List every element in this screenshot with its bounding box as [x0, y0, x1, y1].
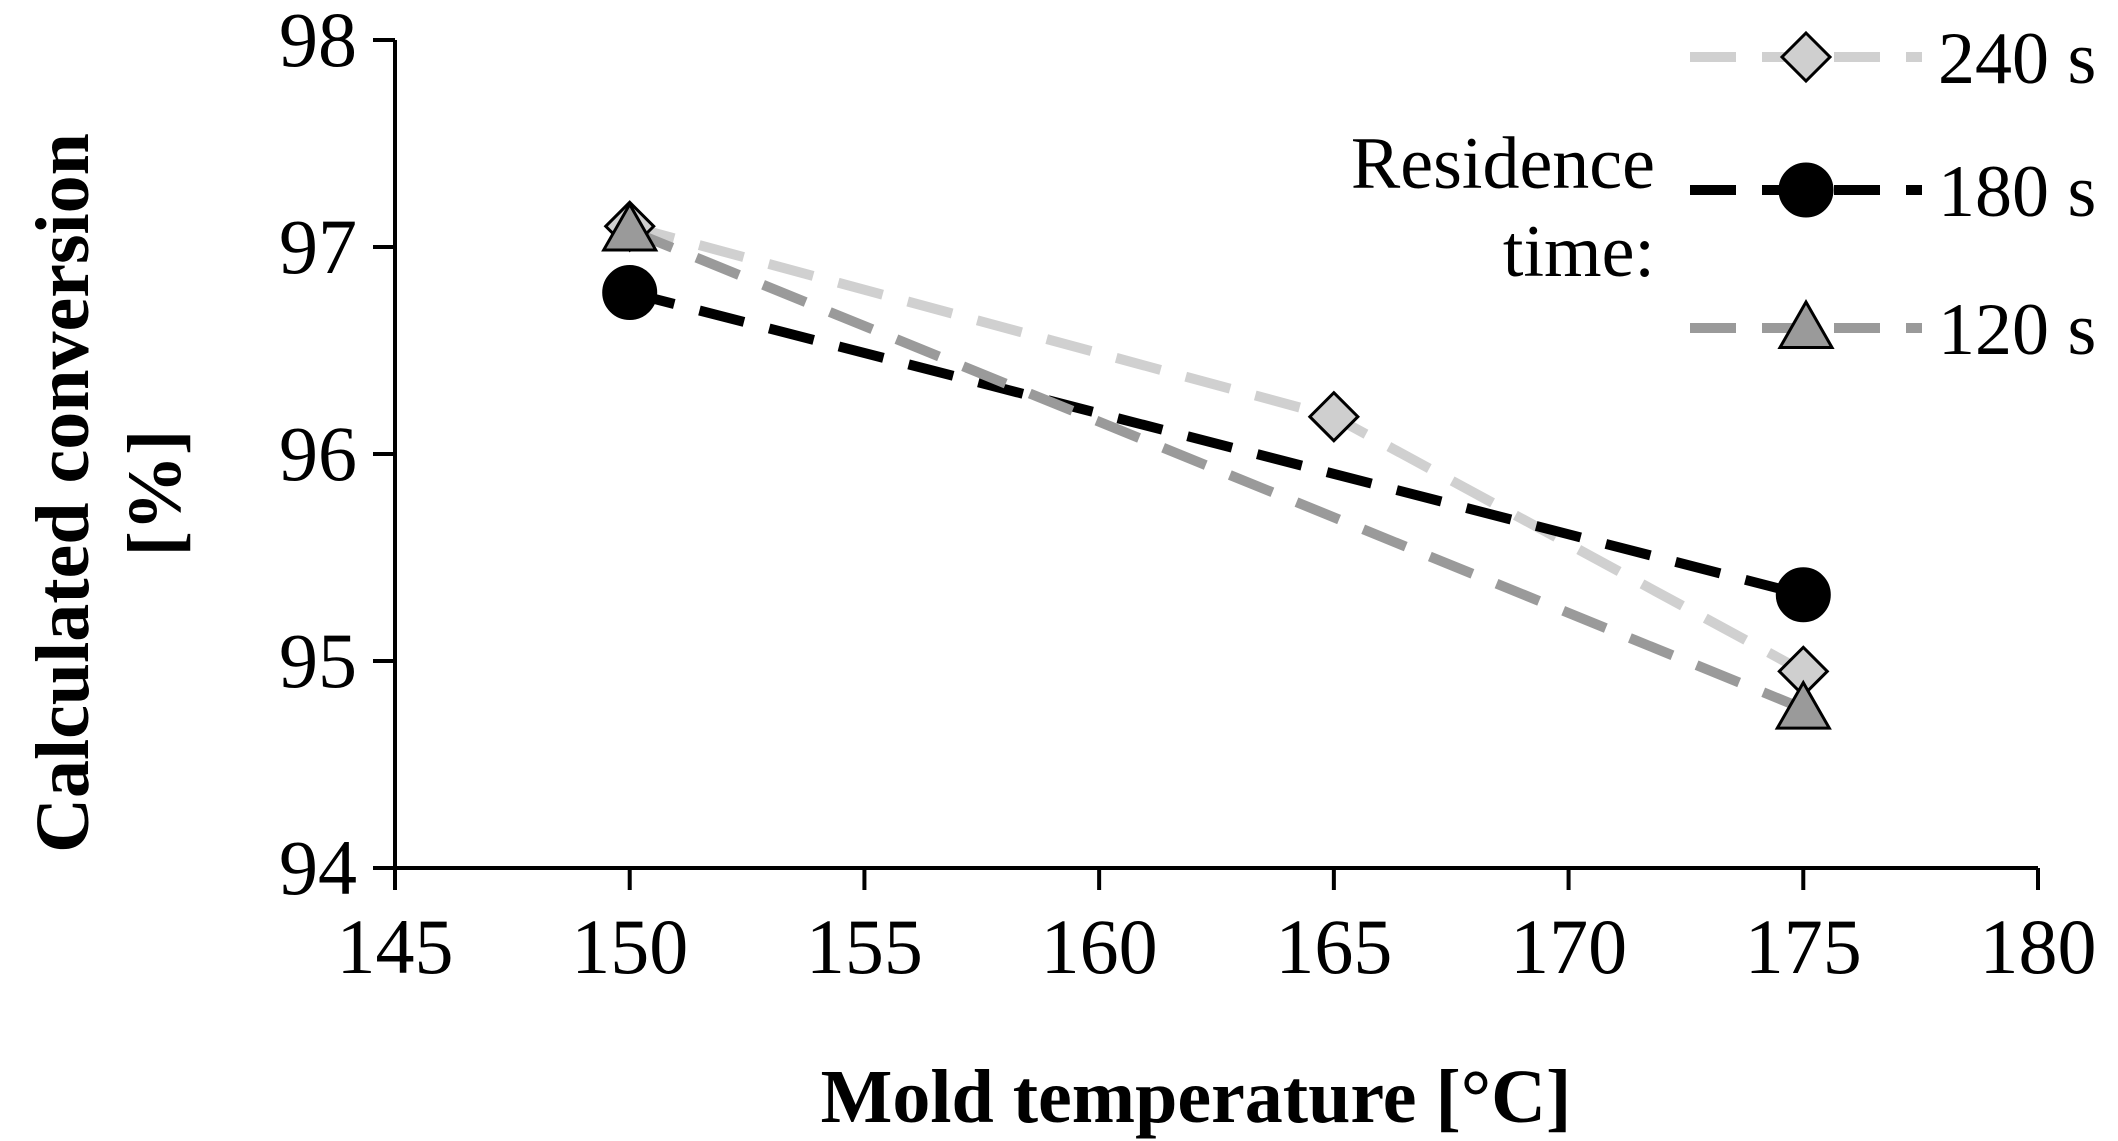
series-line-circle — [628, 287, 1805, 600]
legend-title-line-1: Residence — [1351, 123, 1655, 205]
legend-marker-diamond — [1779, 30, 1833, 84]
x-axis-label: Mold temperature [°C] — [821, 1055, 1572, 1139]
y-tick-label: 98 — [279, 0, 357, 83]
legend-label: 180 s — [1938, 151, 2096, 233]
legend-entry: 240 s — [1690, 18, 2096, 100]
x-tick-label: 165 — [1275, 903, 1392, 990]
legend-entries: 240 s 180 s 120 s — [1690, 18, 2096, 371]
legend-marker-triangle — [1777, 298, 1835, 349]
y-axis-label-line-1: Calculated conversion — [21, 133, 105, 853]
legend-entry: 120 s — [1690, 289, 2096, 371]
data-point-triangle — [1774, 679, 1832, 730]
markers-layer — [601, 200, 1832, 730]
data-point-circle — [1775, 567, 1831, 623]
x-tick-label: 170 — [1510, 903, 1627, 990]
legend-label: 240 s — [1938, 18, 2096, 100]
y-tick-label: 95 — [279, 617, 357, 704]
legend: Residence time: 240 s 180 s 120 s — [1351, 18, 2096, 371]
y-tick-label: 94 — [279, 824, 357, 911]
x-tick-label: 155 — [806, 903, 923, 990]
ticks: 94 95 96 97 98 145 150 155 160 165 170 175 180 — [279, 0, 2097, 990]
y-tick-label: 96 — [279, 410, 357, 497]
x-tick-label: 180 — [1980, 903, 2097, 990]
legend-marker-circle — [1778, 162, 1834, 218]
series-line-triangle — [627, 225, 1806, 714]
data-point-circle — [602, 265, 658, 321]
y-axis-label: Calculated conversion [%] — [21, 133, 197, 853]
series-line-diamond — [628, 221, 1806, 676]
legend-title-line-2: time: — [1503, 211, 1655, 293]
x-tick-label: 150 — [571, 903, 688, 990]
x-tick-label: 160 — [1041, 903, 1158, 990]
legend-entry: 180 s — [1690, 151, 2096, 233]
data-point-diamond — [1307, 390, 1360, 443]
x-tick-label: 145 — [337, 903, 454, 990]
y-axis-label-line-2: [%] — [113, 430, 197, 557]
legend-label: 120 s — [1938, 289, 2096, 371]
axes — [393, 40, 2038, 870]
series-layer — [627, 221, 1806, 714]
x-tick-label: 175 — [1745, 903, 1862, 990]
data-point-triangle — [601, 201, 659, 252]
y-tick-label: 97 — [279, 203, 357, 290]
